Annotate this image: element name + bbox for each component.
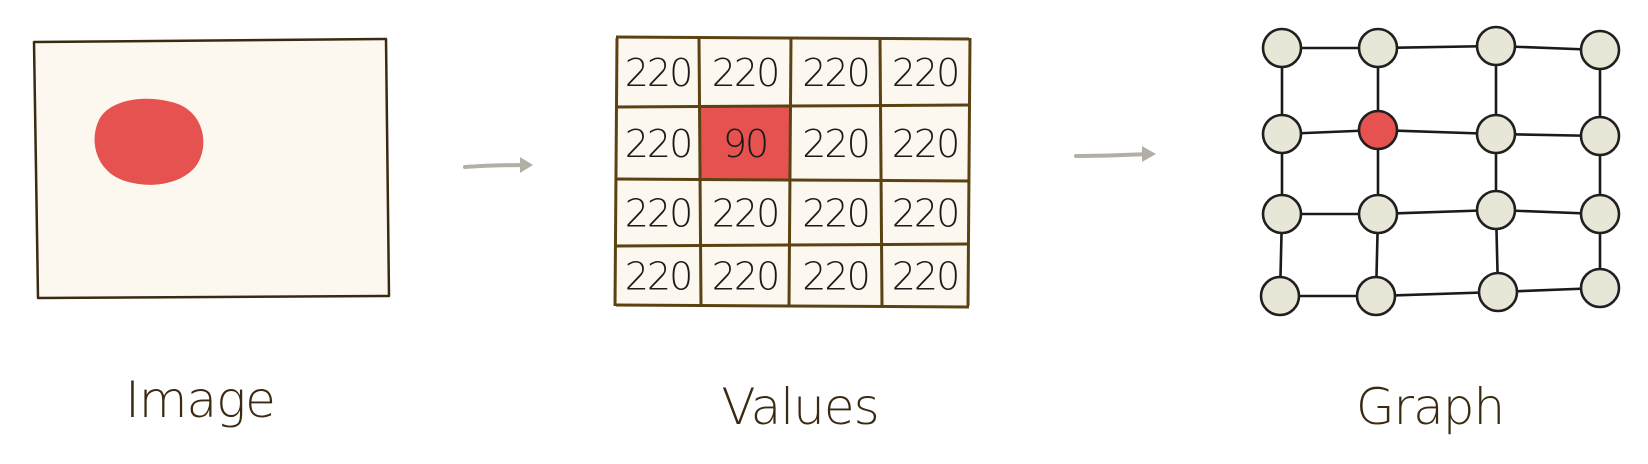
values-caption: Values [721,378,878,436]
graph-node [1355,275,1397,317]
graph-node [1579,267,1621,309]
values-grid: 220 220 220 220 220 90 220 220 220 220 220 220 220 22… [613,35,972,309]
cell-fill [790,38,881,106]
cell-fill [790,106,881,180]
grid-line [615,35,970,41]
grid-cell: 220 [790,180,881,245]
red-blob [94,98,204,185]
graph-node [1357,193,1399,235]
image-caption: Image [125,371,275,429]
highlighted-cell-fill [700,106,790,180]
graph-node [1579,193,1621,235]
cell-fill [881,180,969,245]
grid-cell: 220 [616,245,700,306]
graph-node [1261,193,1303,235]
graph-node [1475,113,1517,155]
graph-node [1579,29,1621,71]
cell-fill [790,180,881,245]
cell-value: 220 [802,192,869,236]
grid-cell: 220 [700,245,790,306]
grid-cell: 220 [616,180,700,245]
grid-cell: 220 [881,180,969,245]
grid-line [966,37,972,307]
cell-value: 220 [802,255,869,299]
grid-cell: 220 [790,106,881,180]
graph-node [1579,115,1621,157]
graph-nodes [1259,25,1621,317]
grid-cell: 220 [790,245,881,306]
cell-value: 220 [892,192,959,236]
cell-value: 220 [802,51,869,95]
cell-fill [616,38,700,106]
cell-fill [881,38,969,106]
graph-node [1357,27,1399,69]
image-panel [32,37,391,300]
cell-value: 220 [625,192,692,236]
cell-fill [881,106,969,180]
cell-value: 220 [712,192,779,236]
graph-caption: Graph [1356,378,1504,436]
grid-cell: 220 [616,38,700,106]
grid-cell: 220 [790,38,881,106]
cell-fill [700,180,790,245]
cell-fill [881,245,969,306]
image-frame [32,37,391,300]
cell-value: 220 [625,122,692,166]
grid-line [615,177,970,183]
cell-fill [700,245,790,306]
cell-fill [616,106,700,180]
grid-line [787,37,793,307]
graph-node [1259,275,1301,317]
grid-cell: 220 [616,106,700,180]
cell-value: 220 [712,51,779,95]
grid-line [615,103,970,109]
cell-value: 220 [625,255,692,299]
cell-fill [616,245,700,306]
grid-cell: 90 [700,106,790,180]
grid-line [613,37,619,307]
graph-node [1477,271,1519,313]
grid-line [615,242,970,248]
grid-cell: 220 [700,180,790,245]
grid-line [615,303,970,309]
grid-line [878,37,884,307]
graph [1259,25,1621,317]
graph-edge [1375,290,1499,298]
graph-node [1475,25,1517,67]
cell-value: 220 [802,122,869,166]
graph-node [1261,27,1303,69]
cell-value: 220 [892,122,959,166]
arrow-values-to-graph [1074,146,1156,162]
cell-value: 220 [892,255,959,299]
grid-cell: 220 [700,38,790,106]
cell-value: 220 [892,51,959,95]
highlighted-graph-node [1357,109,1399,151]
cell-value: 90 [723,122,767,166]
graph-node [1261,113,1303,155]
cell-fill [700,38,790,106]
cell-value: 220 [712,255,779,299]
graph-edges [1278,44,1602,298]
cell-fill [616,180,700,245]
grid-line [697,37,703,307]
cell-fill [790,245,881,306]
grid-cell: 220 [881,245,969,306]
grid-cell: 220 [881,38,969,106]
grid-cell: 220 [881,106,969,180]
arrow-image-to-values [463,157,533,173]
graph-node [1475,189,1517,231]
cell-value: 220 [625,51,692,95]
